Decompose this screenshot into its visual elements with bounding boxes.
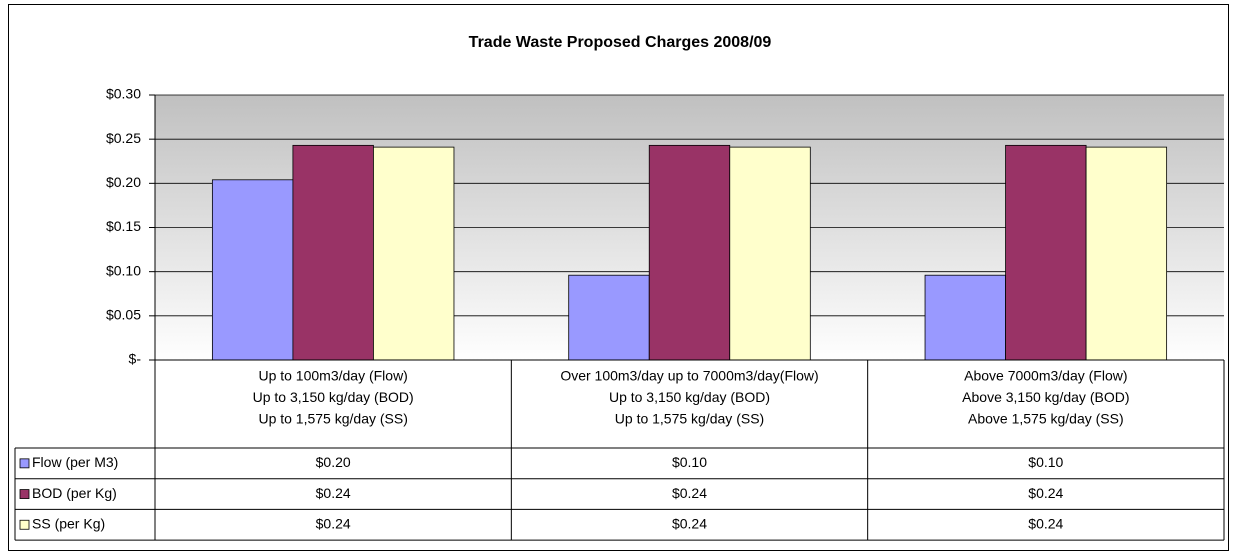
x-tick-label: Above 7000m3/day (Flow)	[964, 368, 1127, 384]
x-tick-label: Up to 3,150 kg/day (BOD)	[609, 389, 770, 405]
legend-label: SS (per Kg)	[32, 515, 105, 531]
table-value: $0.24	[316, 515, 351, 531]
y-tick-label: $0.15	[106, 218, 141, 234]
legend-key	[19, 489, 30, 499]
bar	[1085, 146, 1168, 361]
x-tick-label: Over 100m3/day up to 7000m3/day(Flow)	[560, 368, 818, 384]
bar	[1005, 144, 1087, 361]
bar	[648, 144, 731, 361]
legend-label: BOD (per Kg)	[32, 485, 117, 501]
table-value: $0.24	[1028, 485, 1063, 501]
legend-key	[19, 458, 30, 469]
x-tick-label: Up to 100m3/day (Flow)	[258, 368, 407, 384]
bar	[729, 146, 811, 361]
x-tick-label: Up to 3,150 kg/day (BOD)	[253, 389, 414, 405]
y-tick-label: $-	[129, 351, 142, 367]
table-value: $0.10	[672, 454, 707, 470]
table-value: $0.24	[316, 485, 351, 501]
table-value: $0.10	[1028, 454, 1063, 470]
legend-key	[19, 519, 30, 530]
y-tick-label: $0.10	[106, 262, 141, 278]
x-tick-label: Above 3,150 kg/day (BOD)	[962, 389, 1129, 405]
y-tick-label: $0.20	[106, 174, 141, 190]
x-tick-label: Up to 1,575 kg/day (SS)	[258, 411, 407, 427]
table-value: $0.24	[672, 485, 707, 501]
bar	[373, 146, 455, 361]
table-value: $0.20	[316, 454, 351, 470]
y-tick-label: $0.25	[106, 130, 141, 146]
legend-label: Flow (per M3)	[32, 454, 118, 470]
bar	[568, 274, 650, 361]
x-tick-label: Up to 1,575 kg/day (SS)	[615, 411, 764, 427]
bar	[211, 179, 294, 361]
bar	[924, 274, 1006, 361]
x-tick-label: Above 1,575 kg/day (SS)	[968, 411, 1124, 427]
y-tick-label: $0.05	[106, 307, 141, 323]
chart-title: Trade Waste Proposed Charges 2008/09	[469, 34, 772, 51]
table-value: $0.24	[672, 515, 707, 531]
table-value: $0.24	[1028, 515, 1063, 531]
y-tick-label: $0.30	[106, 86, 141, 102]
bar	[292, 144, 374, 361]
